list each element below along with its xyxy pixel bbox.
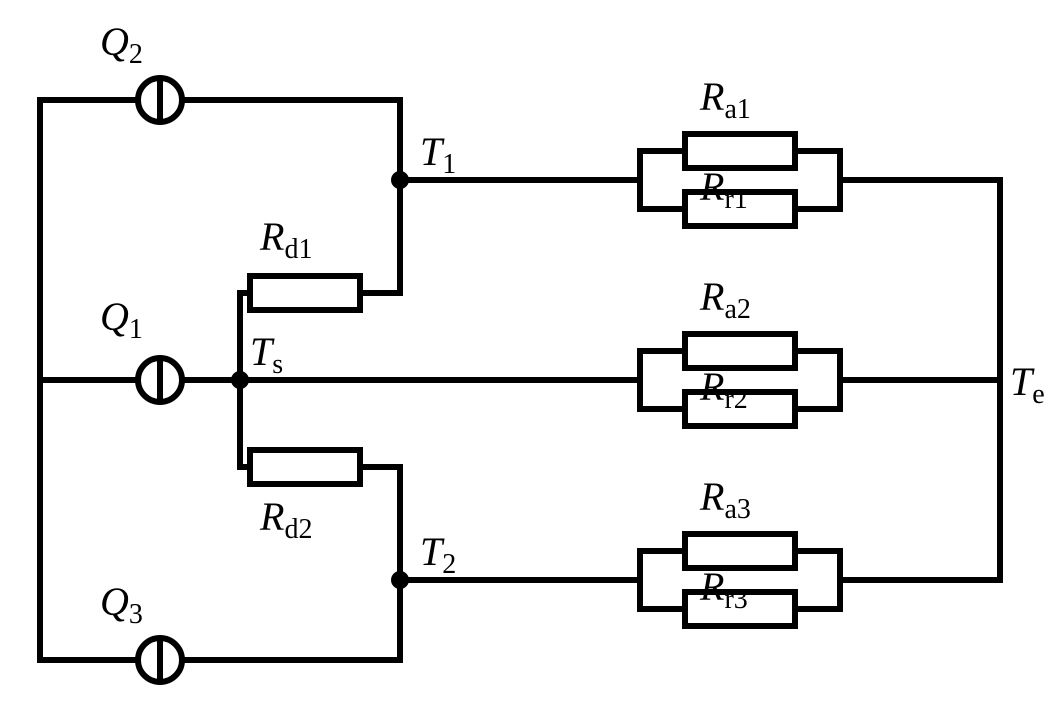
wire — [795, 580, 840, 609]
label-Rr2: Rr2 — [699, 364, 748, 415]
label-Rr3: Rr3 — [699, 564, 748, 615]
wire — [795, 180, 840, 209]
wire — [640, 580, 685, 609]
wire — [795, 380, 840, 409]
label-Ra1: Ra1 — [699, 74, 751, 125]
wire — [640, 551, 685, 580]
label-Rd2: Rd2 — [259, 494, 312, 545]
resistor-Rd2 — [250, 450, 360, 484]
resistor-Rd1 — [250, 276, 360, 310]
source-Q1 — [138, 358, 182, 402]
wire — [795, 351, 840, 380]
label-Ra3: Ra3 — [699, 474, 751, 525]
node-T2 — [391, 571, 409, 589]
label-T2: T2 — [420, 529, 456, 580]
source-Q3 — [138, 638, 182, 682]
wire — [640, 351, 685, 380]
label-Te: Te — [1010, 359, 1045, 410]
node-T1 — [391, 171, 409, 189]
label-Q1: Q1 — [100, 294, 143, 345]
resistor-Ra2 — [685, 334, 795, 368]
label-T1: T1 — [420, 129, 456, 180]
wire — [360, 467, 400, 580]
wire — [182, 100, 400, 180]
wire — [640, 180, 685, 209]
source-Q2 — [138, 78, 182, 122]
resistor-Ra1 — [685, 134, 795, 168]
wire — [182, 580, 400, 660]
label-Rr1: Rr1 — [699, 164, 748, 215]
label-Ts: Ts — [250, 329, 283, 380]
label-Rd1: Rd1 — [259, 214, 312, 265]
wire — [640, 380, 685, 409]
label-Q3: Q3 — [100, 579, 143, 630]
label-Q2: Q2 — [100, 19, 143, 70]
wire — [795, 551, 840, 580]
wire — [360, 180, 400, 293]
label-Ra2: Ra2 — [699, 274, 751, 325]
wire — [795, 151, 840, 180]
resistor-Ra3 — [685, 534, 795, 568]
wire — [640, 151, 685, 180]
node-Ts — [231, 371, 249, 389]
